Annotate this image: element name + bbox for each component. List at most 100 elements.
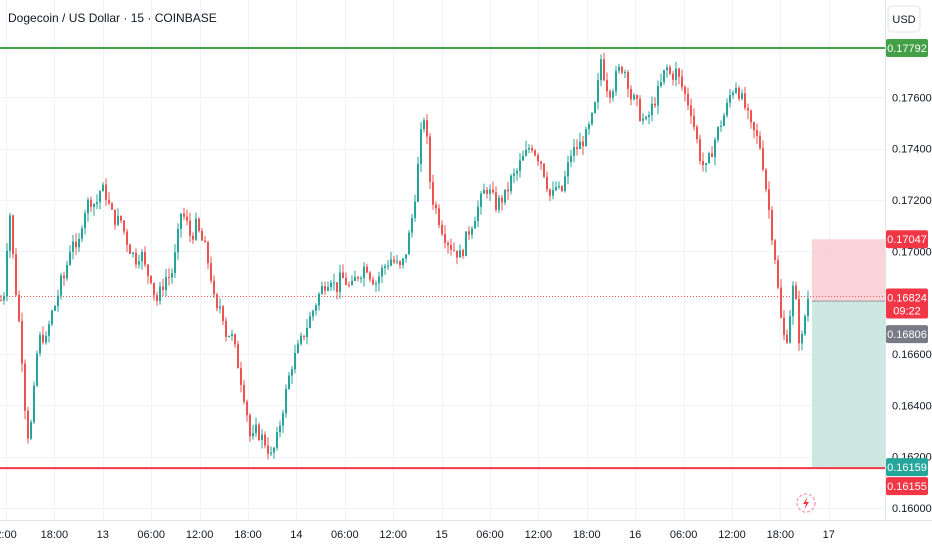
candle xyxy=(240,361,242,393)
candle xyxy=(315,303,317,316)
candle xyxy=(330,280,332,291)
candle xyxy=(261,429,263,449)
candle xyxy=(627,69,629,98)
x-tick-label: 18:00 xyxy=(41,529,69,541)
candle xyxy=(144,246,146,268)
candle xyxy=(327,281,329,292)
candle xyxy=(615,66,617,96)
candle xyxy=(231,330,233,341)
candle xyxy=(165,268,167,297)
candle xyxy=(54,305,56,312)
candle xyxy=(417,156,419,203)
candle xyxy=(387,260,389,271)
candle xyxy=(342,264,344,279)
candle xyxy=(588,121,590,135)
candle xyxy=(3,292,5,305)
candle xyxy=(279,420,281,438)
candle xyxy=(339,264,341,299)
candle xyxy=(546,171,548,193)
candle xyxy=(168,268,170,286)
y-tick-label: 0.17400 xyxy=(892,144,932,156)
candle xyxy=(783,310,785,341)
x-tick-label: 18:00 xyxy=(573,529,601,541)
candle xyxy=(108,191,110,206)
candle xyxy=(807,290,809,322)
candle xyxy=(285,384,287,418)
candle xyxy=(354,270,356,282)
candle xyxy=(435,201,437,214)
candle xyxy=(264,431,266,449)
candle xyxy=(729,89,731,108)
candle xyxy=(198,217,200,233)
svg-text:0.16824: 0.16824 xyxy=(887,292,927,304)
candle xyxy=(348,281,350,288)
x-tick-label: 14 xyxy=(290,529,302,541)
candle xyxy=(15,248,17,297)
candle xyxy=(309,311,311,329)
candle xyxy=(579,132,581,150)
candle xyxy=(561,185,563,193)
candle xyxy=(474,216,476,229)
candle xyxy=(225,317,227,342)
candle xyxy=(498,194,500,214)
candle xyxy=(27,406,29,444)
candle xyxy=(549,188,551,202)
currency-button[interactable]: USD xyxy=(887,5,921,33)
candle xyxy=(24,359,26,420)
support-price-tag: 0.16155 xyxy=(886,477,928,496)
candle xyxy=(696,124,698,144)
candle xyxy=(756,123,758,145)
candle xyxy=(660,73,662,88)
x-tick-label: 06:00 xyxy=(331,529,359,541)
candle xyxy=(312,309,314,321)
candle xyxy=(177,223,179,260)
candle xyxy=(234,333,236,348)
lightning-icon[interactable] xyxy=(796,493,816,513)
candle xyxy=(390,251,392,267)
candle xyxy=(741,89,743,101)
price-axis[interactable]: 0.17600 0.17400 0.17200 0.17000 0.16600 0.164… xyxy=(892,92,932,515)
candle xyxy=(438,204,440,229)
candle xyxy=(174,244,176,278)
candle xyxy=(405,254,407,263)
candle xyxy=(138,254,140,269)
candle xyxy=(711,146,713,158)
candle xyxy=(786,329,788,344)
candle xyxy=(558,181,560,190)
candle xyxy=(357,275,359,282)
candle xyxy=(495,186,497,213)
candle xyxy=(210,256,212,284)
currency-label: USD xyxy=(892,14,915,26)
candle xyxy=(795,281,797,300)
candle xyxy=(384,263,386,275)
candle xyxy=(213,275,215,298)
candle xyxy=(621,65,623,75)
candle xyxy=(81,225,83,243)
candle xyxy=(321,281,323,295)
candle xyxy=(726,98,728,118)
svg-text:0.16159: 0.16159 xyxy=(887,462,927,474)
candle xyxy=(102,182,104,192)
candle xyxy=(375,280,377,292)
candle xyxy=(510,173,512,195)
candle xyxy=(159,281,161,305)
candle xyxy=(228,335,230,338)
candle xyxy=(318,292,320,311)
candle xyxy=(135,248,137,269)
candle xyxy=(504,189,506,206)
candle xyxy=(90,196,92,213)
candle xyxy=(480,190,482,215)
time-axis[interactable]: 2:00 18:00 13 06:00 12:00 18:00 14 06:00 12:00 15… xyxy=(0,529,835,541)
candle xyxy=(600,54,602,87)
candle xyxy=(597,72,599,110)
candle xyxy=(735,82,737,95)
candle xyxy=(492,181,494,195)
candle xyxy=(465,231,467,257)
candle xyxy=(432,174,434,210)
candle xyxy=(501,195,503,211)
candle xyxy=(414,194,416,222)
candle xyxy=(162,278,164,296)
candle xyxy=(522,150,524,161)
